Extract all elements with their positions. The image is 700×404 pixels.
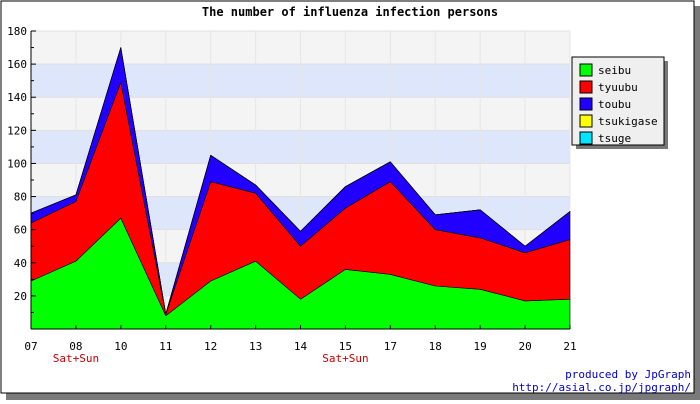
y-tick-label: 100 <box>7 157 27 170</box>
x-tick-label: 14 <box>294 340 308 353</box>
y-tick-label: 180 <box>7 25 27 38</box>
area-tsuge <box>30 47 571 315</box>
x-tick-label: 15 <box>339 340 352 353</box>
x-tick-note: Sat+Sun <box>53 352 99 365</box>
x-tick-label: 12 <box>204 340 217 353</box>
legend: seibu tyuubu toubu tsukigase tsuge <box>571 56 668 149</box>
y-tick-label: 160 <box>7 58 27 71</box>
axes <box>30 30 571 330</box>
x-tick-label: 17 <box>384 340 397 353</box>
x-tick-label: 07 <box>24 340 37 353</box>
legend-label-toubu: toubu <box>598 98 631 111</box>
y-tick-label: 80 <box>14 191 27 204</box>
footer-url[interactable]: http://asial.co.jp/jpgraph/ <box>512 381 691 394</box>
y-tick-label: 60 <box>14 224 27 237</box>
legend-swatch-toubu <box>579 97 593 111</box>
footer-credit: produced by JpGraph <box>565 368 691 381</box>
legend-label-tsuge: tsuge <box>598 132 631 145</box>
x-tick-label: 18 <box>429 340 442 353</box>
x-tick-note: Sat+Sun <box>322 352 368 365</box>
x-tick-label: 20 <box>518 340 531 353</box>
legend-label-seibu: seibu <box>598 64 631 77</box>
x-tick-label: 19 <box>474 340 487 353</box>
y-tick-label: 40 <box>14 257 27 270</box>
y-tick-label: 20 <box>14 290 27 303</box>
legend-swatch-seibu <box>579 63 593 77</box>
legend-label-tyuubu: tyuubu <box>598 81 638 94</box>
x-tick-label: 11 <box>159 340 172 353</box>
y-tick-labels: 20 40 60 80 100 120 140 160 180 <box>7 25 27 303</box>
x-tick-label: 13 <box>249 340 262 353</box>
y-tick-label: 140 <box>7 91 27 104</box>
legend-swatch-tsuge <box>579 131 593 145</box>
x-tick-label: 10 <box>114 340 127 353</box>
y-tick-label: 120 <box>7 124 27 137</box>
legend-swatch-tsukigase <box>579 114 593 128</box>
x-tick-label: 21 <box>563 340 576 353</box>
legend-swatch-tyuubu <box>579 80 593 94</box>
chart-title: The number of influenza infection person… <box>202 5 498 19</box>
x-tick-label: 08 <box>69 340 82 353</box>
legend-label-tsukigase: tsukigase <box>598 115 658 128</box>
